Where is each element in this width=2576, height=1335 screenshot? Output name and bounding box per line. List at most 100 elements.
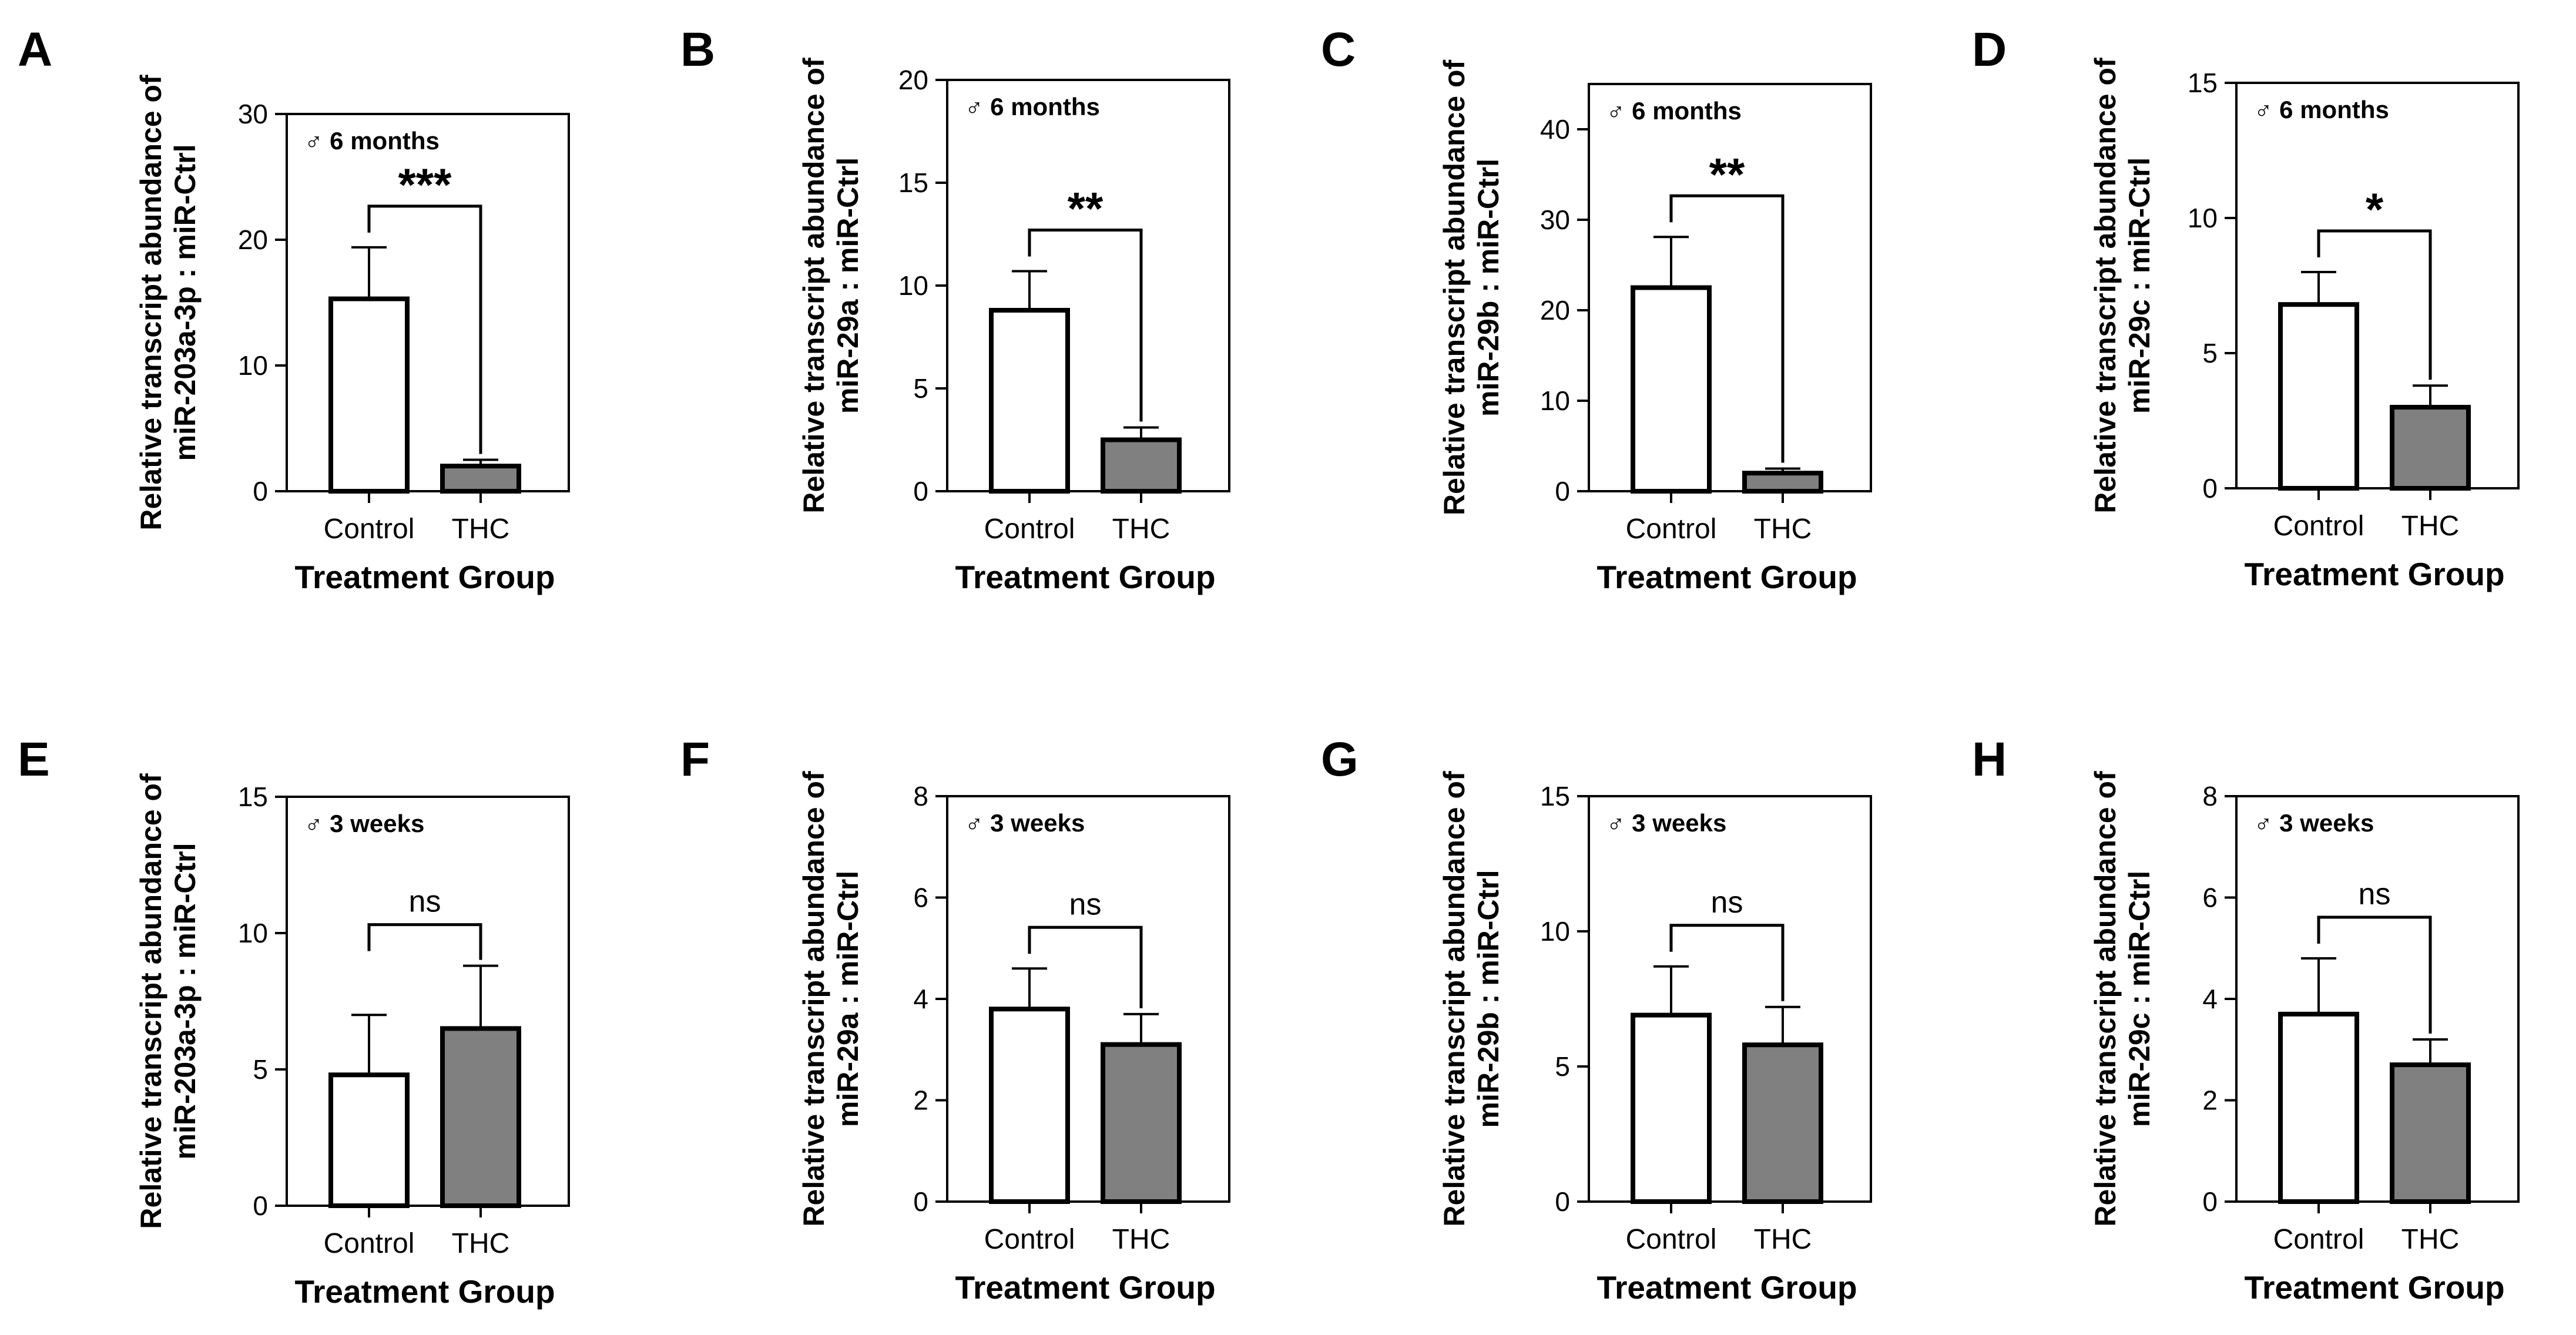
y-axis-label-line2: miR-29c : miR-Ctrl [2123,157,2156,414]
plot-frame [2235,82,2520,489]
bar-thc [2390,405,2471,491]
y-tick-label: 10 [1540,916,1570,947]
y-tick-label: 0 [1555,476,1570,507]
y-axis-label-line2: miR-29b : miR-Ctrl [1472,870,1505,1128]
panel-c: C 0 10 20 30 40 Control THC ** ♂ 6 months Relative… [1321,23,1872,595]
category-label: Control [984,1224,1075,1255]
panel-h: H 0 2 4 6 8 Control THC ns ♂ 3 weeks Relative tran… [1972,733,2520,1306]
y-tick-label: 30 [1540,204,1570,235]
y-tick-label: 8 [913,781,928,811]
x-axis-title: Treatment Group [955,559,1215,595]
y-tick-label: 0 [913,1186,928,1217]
y-tick-label: 15 [2188,68,2218,98]
significance-label: ns [1069,887,1102,921]
panel-letter-h: H [1972,733,2007,786]
significance-bracket [367,204,482,454]
y-tick-label: 20 [1540,295,1570,326]
y-tick-label: 5 [2202,338,2218,368]
bar-control [2278,1011,2359,1204]
y-tick-label: 0 [913,476,928,507]
bar-control [1631,285,1712,494]
x-axis-title: Treatment Group [1596,1269,1857,1306]
panel-letter-a: A [18,23,52,76]
bar-control [2278,302,2359,491]
category-label: THC [452,514,510,545]
bar-control [328,1072,410,1209]
x-axis-title: Treatment Group [1596,559,1857,595]
x-axis-title: Treatment Group [2244,1269,2504,1306]
category-label: Control [1626,514,1717,545]
x-axis-title: Treatment Group [955,1269,1215,1306]
x-axis-title: Treatment Group [2244,556,2504,592]
y-tick-label: 8 [2202,781,2218,811]
category-label: THC [1112,514,1170,545]
category-label: Control [984,514,1075,545]
legend-label: ♂ 6 months [2254,96,2389,123]
significance-bracket [2317,915,2432,1034]
panel-b: B 0 5 10 15 20 Control THC ** ♂ 6 months Relative … [680,23,1230,595]
panel-f: F 0 2 4 6 8 Control THC ns ♂ 3 weeks Relative tran… [680,733,1230,1306]
significance-bracket [1028,229,1143,422]
panel-letter-b: B [680,23,715,76]
category-label: THC [1754,1224,1812,1255]
y-tick-label: 10 [238,918,268,948]
legend-label: ♂ 6 months [1606,97,1742,125]
panel-letter-e: E [18,733,50,786]
y-tick-label: 6 [913,883,928,913]
bar-thc [440,464,521,494]
y-axis-label: Relative transcript abundance of miR-29a … [797,58,864,514]
category-label: THC [2401,511,2460,542]
bar-thc [1101,1042,1182,1204]
y-tick-label: 5 [253,1054,268,1085]
panel-letter-d: D [1972,23,2007,76]
y-tick-label: 5 [913,373,928,404]
legend-label: ♂ 6 months [304,127,440,155]
y-axis-label: Relative transcript abundance of miR-29b … [1438,771,1505,1227]
y-axis-label-line1: Relative transcript abundance of [135,75,167,531]
category-label: Control [2273,511,2364,542]
y-axis-label-line1: Relative transcript abundance of [797,58,830,514]
y-tick-label: 0 [253,1190,268,1221]
significance-bracket [367,923,482,960]
significance-bracket [1028,925,1143,1008]
y-axis-label-line1: Relative transcript abundance of [1438,771,1471,1227]
y-axis-label-line1: Relative transcript abundance of [1438,60,1471,516]
panel-letter-c: C [1321,23,1356,76]
y-tick-label: 10 [1540,385,1570,416]
bar-thc [1101,437,1182,494]
y-axis-label: Relative transcript abundance of miR-203a… [135,75,202,531]
y-axis-label: Relative transcript abundance of miR-29b … [1438,60,1505,516]
y-tick-label: 0 [253,476,268,507]
category-label: THC [1112,1224,1170,1255]
y-tick-label: 0 [2202,1186,2218,1217]
legend-label: ♂ 3 weeks [2254,809,2374,837]
plot-frame [286,796,570,1207]
legend-label: ♂ 3 weeks [965,809,1085,837]
y-axis-label: Relative transcript abundance of miR-29c … [2089,771,2156,1227]
y-tick-label: 20 [898,65,928,95]
bar-control [989,1007,1070,1204]
y-axis-label-line1: Relative transcript abundance of [797,771,830,1227]
y-tick-label: 0 [1555,1186,1570,1217]
significance-label: ns [409,885,441,919]
plot-frame [1588,795,1872,1203]
y-tick-label: 5 [1555,1051,1570,1082]
y-axis-label-line2: miR-29c : miR-Ctrl [2123,871,2156,1127]
y-tick-label: 10 [238,350,268,381]
y-tick-label: 40 [1540,114,1570,145]
y-tick-label: 0 [2202,473,2218,504]
legend-label: ♂ 6 months [965,93,1100,120]
significance-bracket [2317,229,2432,380]
category-label: THC [1754,514,1812,545]
category-label: Control [2273,1224,2364,1255]
panel-letter-f: F [680,733,710,786]
y-axis-label-line1: Relative transcript abundance of [135,773,167,1229]
y-tick-label: 15 [238,781,268,812]
y-axis-label: Relative transcript abundance of miR-203a… [135,773,202,1229]
category-label: Control [324,514,415,545]
y-axis-label-line2: miR-203a-3p : miR-Ctrl [169,145,202,461]
significance-bracket [1669,194,1785,463]
plot-frame [1588,83,1872,492]
bar-thc [1742,471,1823,494]
